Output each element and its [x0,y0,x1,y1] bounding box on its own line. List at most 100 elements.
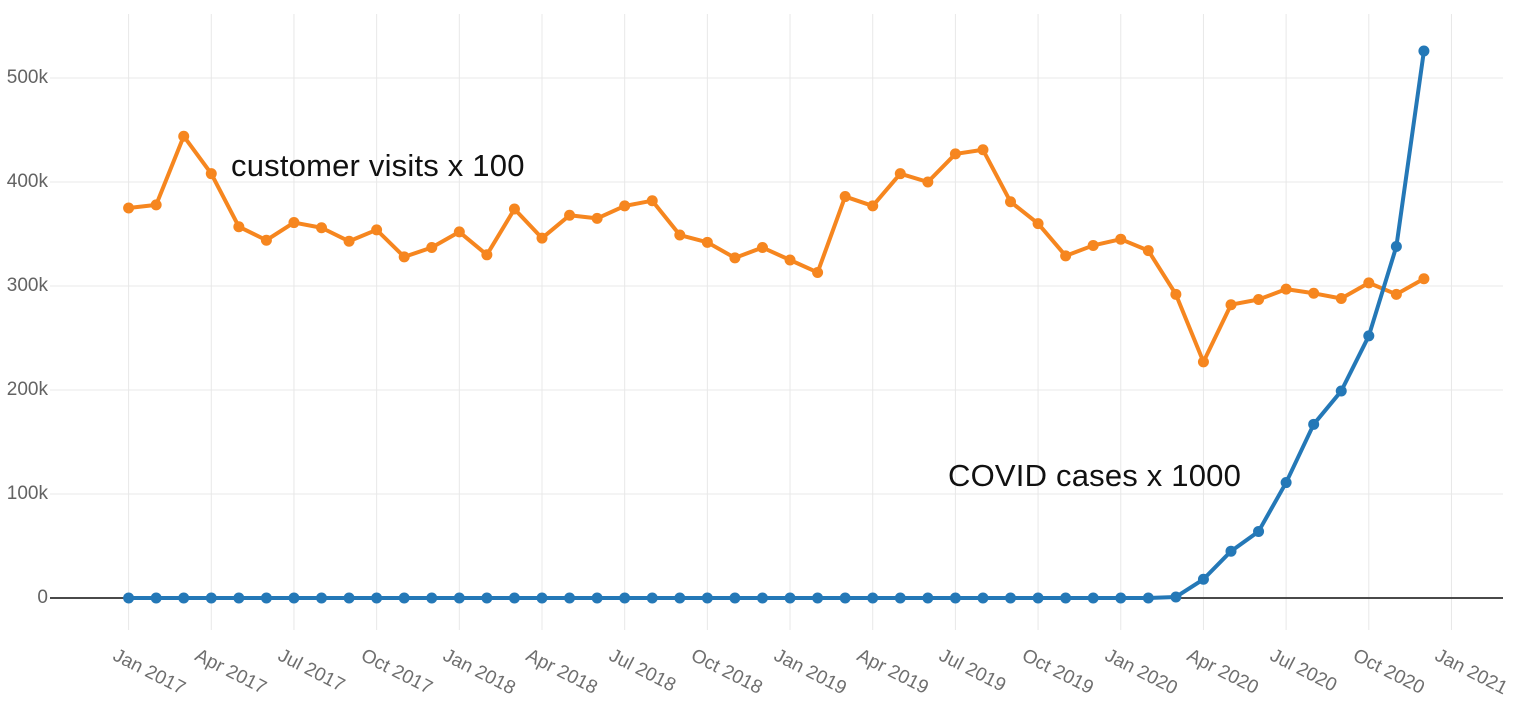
covid-cases-data-point[interactable] [178,592,190,604]
covid-cases-data-point[interactable] [646,592,658,604]
covid-cases-data-point[interactable] [729,592,741,604]
covid-cases-data-point[interactable] [398,592,410,604]
customer-visits-data-point[interactable] [784,254,796,266]
customer-visits-data-point[interactable] [371,224,383,236]
covid-cases-data-point[interactable] [1335,385,1347,397]
covid-cases-data-point[interactable] [205,592,217,604]
covid-cases-data-point[interactable] [536,592,548,604]
covid-cases-data-point[interactable] [426,592,438,604]
customer-visits-data-point[interactable] [1115,233,1127,245]
customer-visits-data-point[interactable] [481,249,493,261]
covid-cases-data-point[interactable] [1005,592,1017,604]
covid-cases-data-point[interactable] [1142,592,1154,604]
covid-cases-data-point[interactable] [674,592,686,604]
covid-cases-data-point[interactable] [591,592,603,604]
covid-cases-data-point[interactable] [123,592,135,604]
covid-cases-data-point[interactable] [977,592,989,604]
covid-cases-data-point[interactable] [701,592,713,604]
customer-visits-data-point[interactable] [123,202,135,214]
customer-visits-data-point[interactable] [867,200,879,212]
covid-cases-data-point[interactable] [867,592,879,604]
customer-visits-data-point[interactable] [1087,239,1099,251]
covid-cases-data-point[interactable] [1390,240,1402,252]
customer-visits-data-point[interactable] [646,195,658,207]
customer-visits-data-point[interactable] [1363,277,1375,289]
covid-cases-data-point[interactable] [1060,592,1072,604]
customer-visits-data-point[interactable] [178,130,190,142]
customer-visits-data-point[interactable] [343,235,355,247]
covid-cases-data-point[interactable] [453,592,465,604]
customer-visits-data-point[interactable] [701,236,713,248]
customer-visits-data-point[interactable] [288,217,300,229]
customer-visits-data-point[interactable] [756,242,768,254]
covid-cases-data-point[interactable] [288,592,300,604]
covid-cases-data-point[interactable] [949,592,961,604]
customer-visits-data-point[interactable] [564,209,576,221]
customer-visits-data-point[interactable] [426,242,438,254]
customer-visits-data-point[interactable] [894,168,906,180]
covid-cases-data-point[interactable] [812,592,824,604]
covid-cases-data-point[interactable] [1418,45,1430,57]
customer-visits-data-point[interactable] [922,176,934,188]
covid-cases-data-point[interactable] [150,592,162,604]
customer-visits-data-point[interactable] [1005,196,1017,208]
covid-cases-data-point[interactable] [1363,330,1375,342]
customer-visits-data-point[interactable] [1060,250,1072,262]
customer-visits-data-point[interactable] [1418,273,1430,285]
covid-cases-data-point[interactable] [756,592,768,604]
covid-cases-data-point[interactable] [316,592,328,604]
series-label-customer-visits: customer visits x 100 [231,148,525,183]
covid-cases-data-point[interactable] [260,592,272,604]
covid-cases-data-point[interactable] [922,592,934,604]
customer-visits-data-point[interactable] [1308,287,1320,299]
customer-visits-data-point[interactable] [205,168,217,180]
customer-visits-data-point[interactable] [729,252,741,264]
customer-visits-data-point[interactable] [839,191,851,203]
covid-cases-data-point[interactable] [1197,573,1209,585]
covid-cases-data-point[interactable] [839,592,851,604]
covid-cases-data-point[interactable] [343,592,355,604]
customer-visits-data-point[interactable] [674,229,686,241]
customer-visits-data-point[interactable] [1335,292,1347,304]
customer-visits-data-point[interactable] [1197,356,1209,368]
covid-cases-data-point[interactable] [1308,418,1320,430]
covid-cases-data-point[interactable] [1253,525,1265,537]
customer-visits-data-point[interactable] [619,200,631,212]
customer-visits-data-point[interactable] [398,251,410,263]
customer-visits-data-point[interactable] [150,199,162,211]
customer-visits-data-point[interactable] [1170,288,1182,300]
customer-visits-data-point[interactable] [812,266,824,278]
covid-cases-data-point[interactable] [619,592,631,604]
covid-cases-data-point[interactable] [1087,592,1099,604]
covid-cases-data-point[interactable] [894,592,906,604]
customer-visits-data-point[interactable] [1390,288,1402,300]
customer-visits-data-point[interactable] [949,148,961,160]
customer-visits-data-point[interactable] [1032,218,1044,230]
covid-cases-data-point[interactable] [1225,545,1237,557]
customer-visits-data-point[interactable] [260,234,272,246]
covid-cases-data-point[interactable] [233,592,245,604]
covid-cases-data-point[interactable] [1170,591,1182,603]
covid-cases-data-point[interactable] [1115,592,1127,604]
y-axis-tick-label: 100k [6,483,48,504]
covid-cases-data-point[interactable] [1032,592,1044,604]
customer-visits-data-point[interactable] [233,221,245,233]
customer-visits-data-point[interactable] [536,232,548,244]
customer-visits-data-point[interactable] [453,226,465,238]
covid-cases-data-point[interactable] [508,592,520,604]
covid-cases-data-point[interactable] [784,592,796,604]
customer-visits-data-point[interactable] [316,222,328,234]
customer-visits-data-point[interactable] [1280,283,1292,295]
covid-cases-data-point[interactable] [481,592,493,604]
customer-visits-data-point[interactable] [977,144,989,156]
covid-cases-data-point[interactable] [564,592,576,604]
y-axis-tick-label: 300k [6,275,48,296]
customer-visits-data-point[interactable] [508,203,520,215]
customer-visits-data-point[interactable] [1253,294,1265,306]
customer-visits-data-point[interactable] [1225,299,1237,311]
customer-visits-data-point[interactable] [1142,245,1154,257]
covid-cases-data-point[interactable] [1280,477,1292,489]
covid-cases-data-point[interactable] [371,592,383,604]
customer-visits-data-point[interactable] [591,212,603,224]
y-axis-tick-label: 200k [6,379,48,400]
